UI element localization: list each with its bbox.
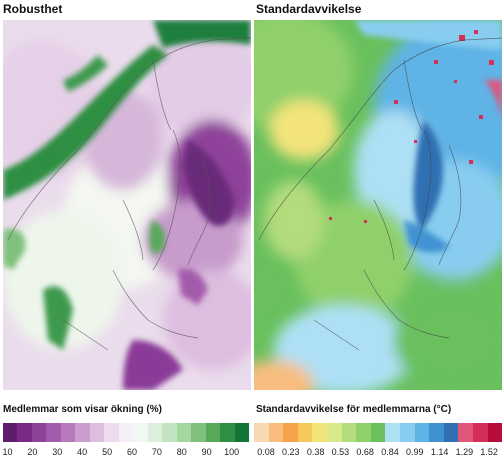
tick-label: 20 (27, 447, 38, 457)
colorbar-swatch (458, 423, 473, 442)
robusthet-title: Robusthet (3, 2, 63, 16)
tick-label: 100 (224, 447, 240, 457)
tick-label: 1.14 (430, 447, 449, 457)
tick-label: 40 (77, 447, 88, 457)
colorbar-swatch (487, 423, 503, 442)
colorbar-swatch (31, 423, 47, 442)
robusthet-colorbar (3, 423, 249, 442)
tick-label: 0.23 (282, 447, 300, 457)
tick-label: 1.29 (455, 447, 474, 457)
tick-label: 0.38 (306, 447, 325, 457)
tick-label: 70 (151, 447, 162, 457)
colorbar-swatch (429, 423, 444, 442)
colorbar-swatch (46, 423, 61, 442)
colorbar-swatch (191, 423, 206, 442)
colorbar-swatch (162, 423, 177, 442)
standardavvikelse-legend-title: Standardavvikelse för medlemmarna (°C) (256, 404, 452, 415)
colorbar-swatch (89, 423, 105, 442)
standardavvikelse-tick-labels: 0.08 0.23 0.38 0.53 0.68 0.84 0.99 1.14 1.29 1.52 (254, 447, 502, 459)
tick-label: 0.53 (331, 447, 350, 457)
robusthet-tick-labels: 10 20 30 40 50 60 70 80 90 100 (2, 447, 249, 459)
colorbar-swatch (75, 423, 90, 442)
colorbar-swatch (283, 423, 298, 442)
colorbar-swatch (254, 423, 269, 442)
tick-label: 0.99 (406, 447, 424, 457)
colorbar-swatch (234, 423, 249, 442)
tick-label: 60 (126, 447, 138, 457)
colorbar-swatch (176, 423, 192, 442)
tick-label: 0.68 (356, 447, 374, 457)
colorbar-swatch (385, 423, 400, 442)
colorbar-swatch (414, 423, 430, 442)
colorbar-swatch (326, 423, 342, 442)
colorbar-swatch (147, 423, 163, 442)
tick-label: 0.08 (257, 447, 275, 457)
standardavvikelse-colorbar (254, 423, 503, 442)
colorbar-swatch (104, 423, 119, 442)
colorbar-swatch (443, 423, 459, 442)
colorbar-swatch (118, 423, 134, 442)
colorbar-swatch (399, 423, 415, 442)
tick-label: 90 (201, 447, 212, 457)
colorbar-swatch (312, 423, 327, 442)
colorbar-swatch (268, 423, 284, 442)
colorbar-swatch (472, 423, 488, 442)
tick-label: 30 (52, 447, 63, 457)
colorbar-swatch (3, 423, 18, 442)
tick-label: 10 (2, 447, 13, 457)
colorbar-swatch (220, 423, 235, 442)
robusthet-legend-title: Medlemmar som visar ökning (%) (3, 404, 162, 415)
colorbar-swatch (133, 423, 148, 442)
colorbar-swatch (341, 423, 357, 442)
standardavvikelse-title: Standardavvikelse (256, 2, 362, 16)
standardavvikelse-map-graphic (254, 20, 502, 390)
tick-label: 80 (176, 447, 187, 457)
standardavvikelse-map (254, 20, 502, 390)
robusthet-map (3, 20, 251, 390)
colorbar-swatch (60, 423, 76, 442)
colorbar-swatch (297, 423, 313, 442)
tick-label: 0.84 (381, 447, 399, 457)
colorbar-swatch (356, 423, 371, 442)
robusthet-map-graphic (3, 20, 251, 390)
colorbar-swatch (370, 423, 386, 442)
colorbar-swatch (17, 423, 32, 442)
colorbar-swatch (205, 423, 221, 442)
tick-label: 1.52 (480, 447, 498, 457)
tick-label: 50 (102, 447, 113, 457)
